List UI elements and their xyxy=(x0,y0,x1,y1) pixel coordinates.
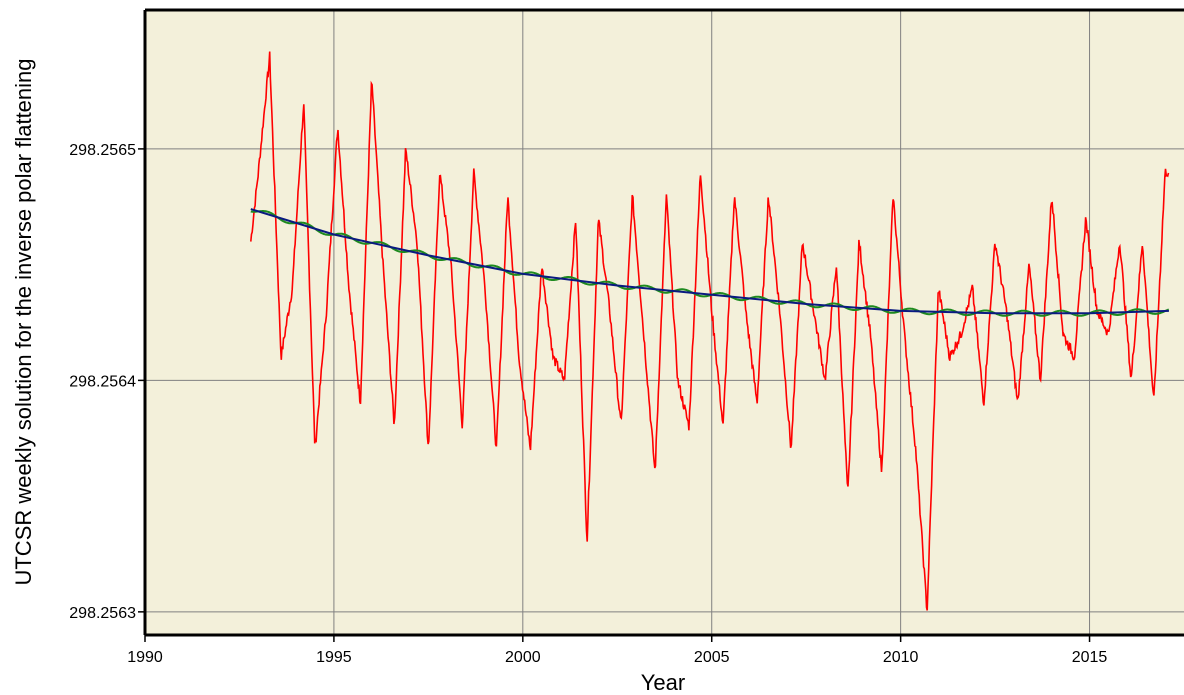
y-axis-ticks: 298.2563 298.2564 298.2565 xyxy=(69,142,145,622)
x-tick-label: 1990 xyxy=(127,649,163,666)
y-axis-title: UTCSR weekly solution for the inverse po… xyxy=(11,58,36,585)
trend-line xyxy=(250,208,1169,315)
plot-background xyxy=(145,10,1184,635)
x-tick-label: 1995 xyxy=(316,649,352,666)
x-tick-label: 2010 xyxy=(883,649,919,666)
y-tick-label: 298.2565 xyxy=(69,142,136,159)
plot-frame xyxy=(143,8,1184,637)
weekly-solution-line xyxy=(250,51,1170,611)
x-axis-title: Year xyxy=(641,670,685,695)
grid xyxy=(144,10,1184,635)
y-tick-label: 298.2564 xyxy=(69,373,136,390)
x-tick-label: 2015 xyxy=(1072,649,1108,666)
x-tick-label: 2000 xyxy=(505,649,541,666)
x-tick-label: 2005 xyxy=(694,649,730,666)
y-tick-label: 298.2563 xyxy=(69,605,136,622)
series-weekly-solution xyxy=(250,51,1170,611)
series-trend xyxy=(250,208,1169,315)
x-axis-ticks: 1990 1995 2000 2005 2010 2015 xyxy=(127,635,1107,666)
